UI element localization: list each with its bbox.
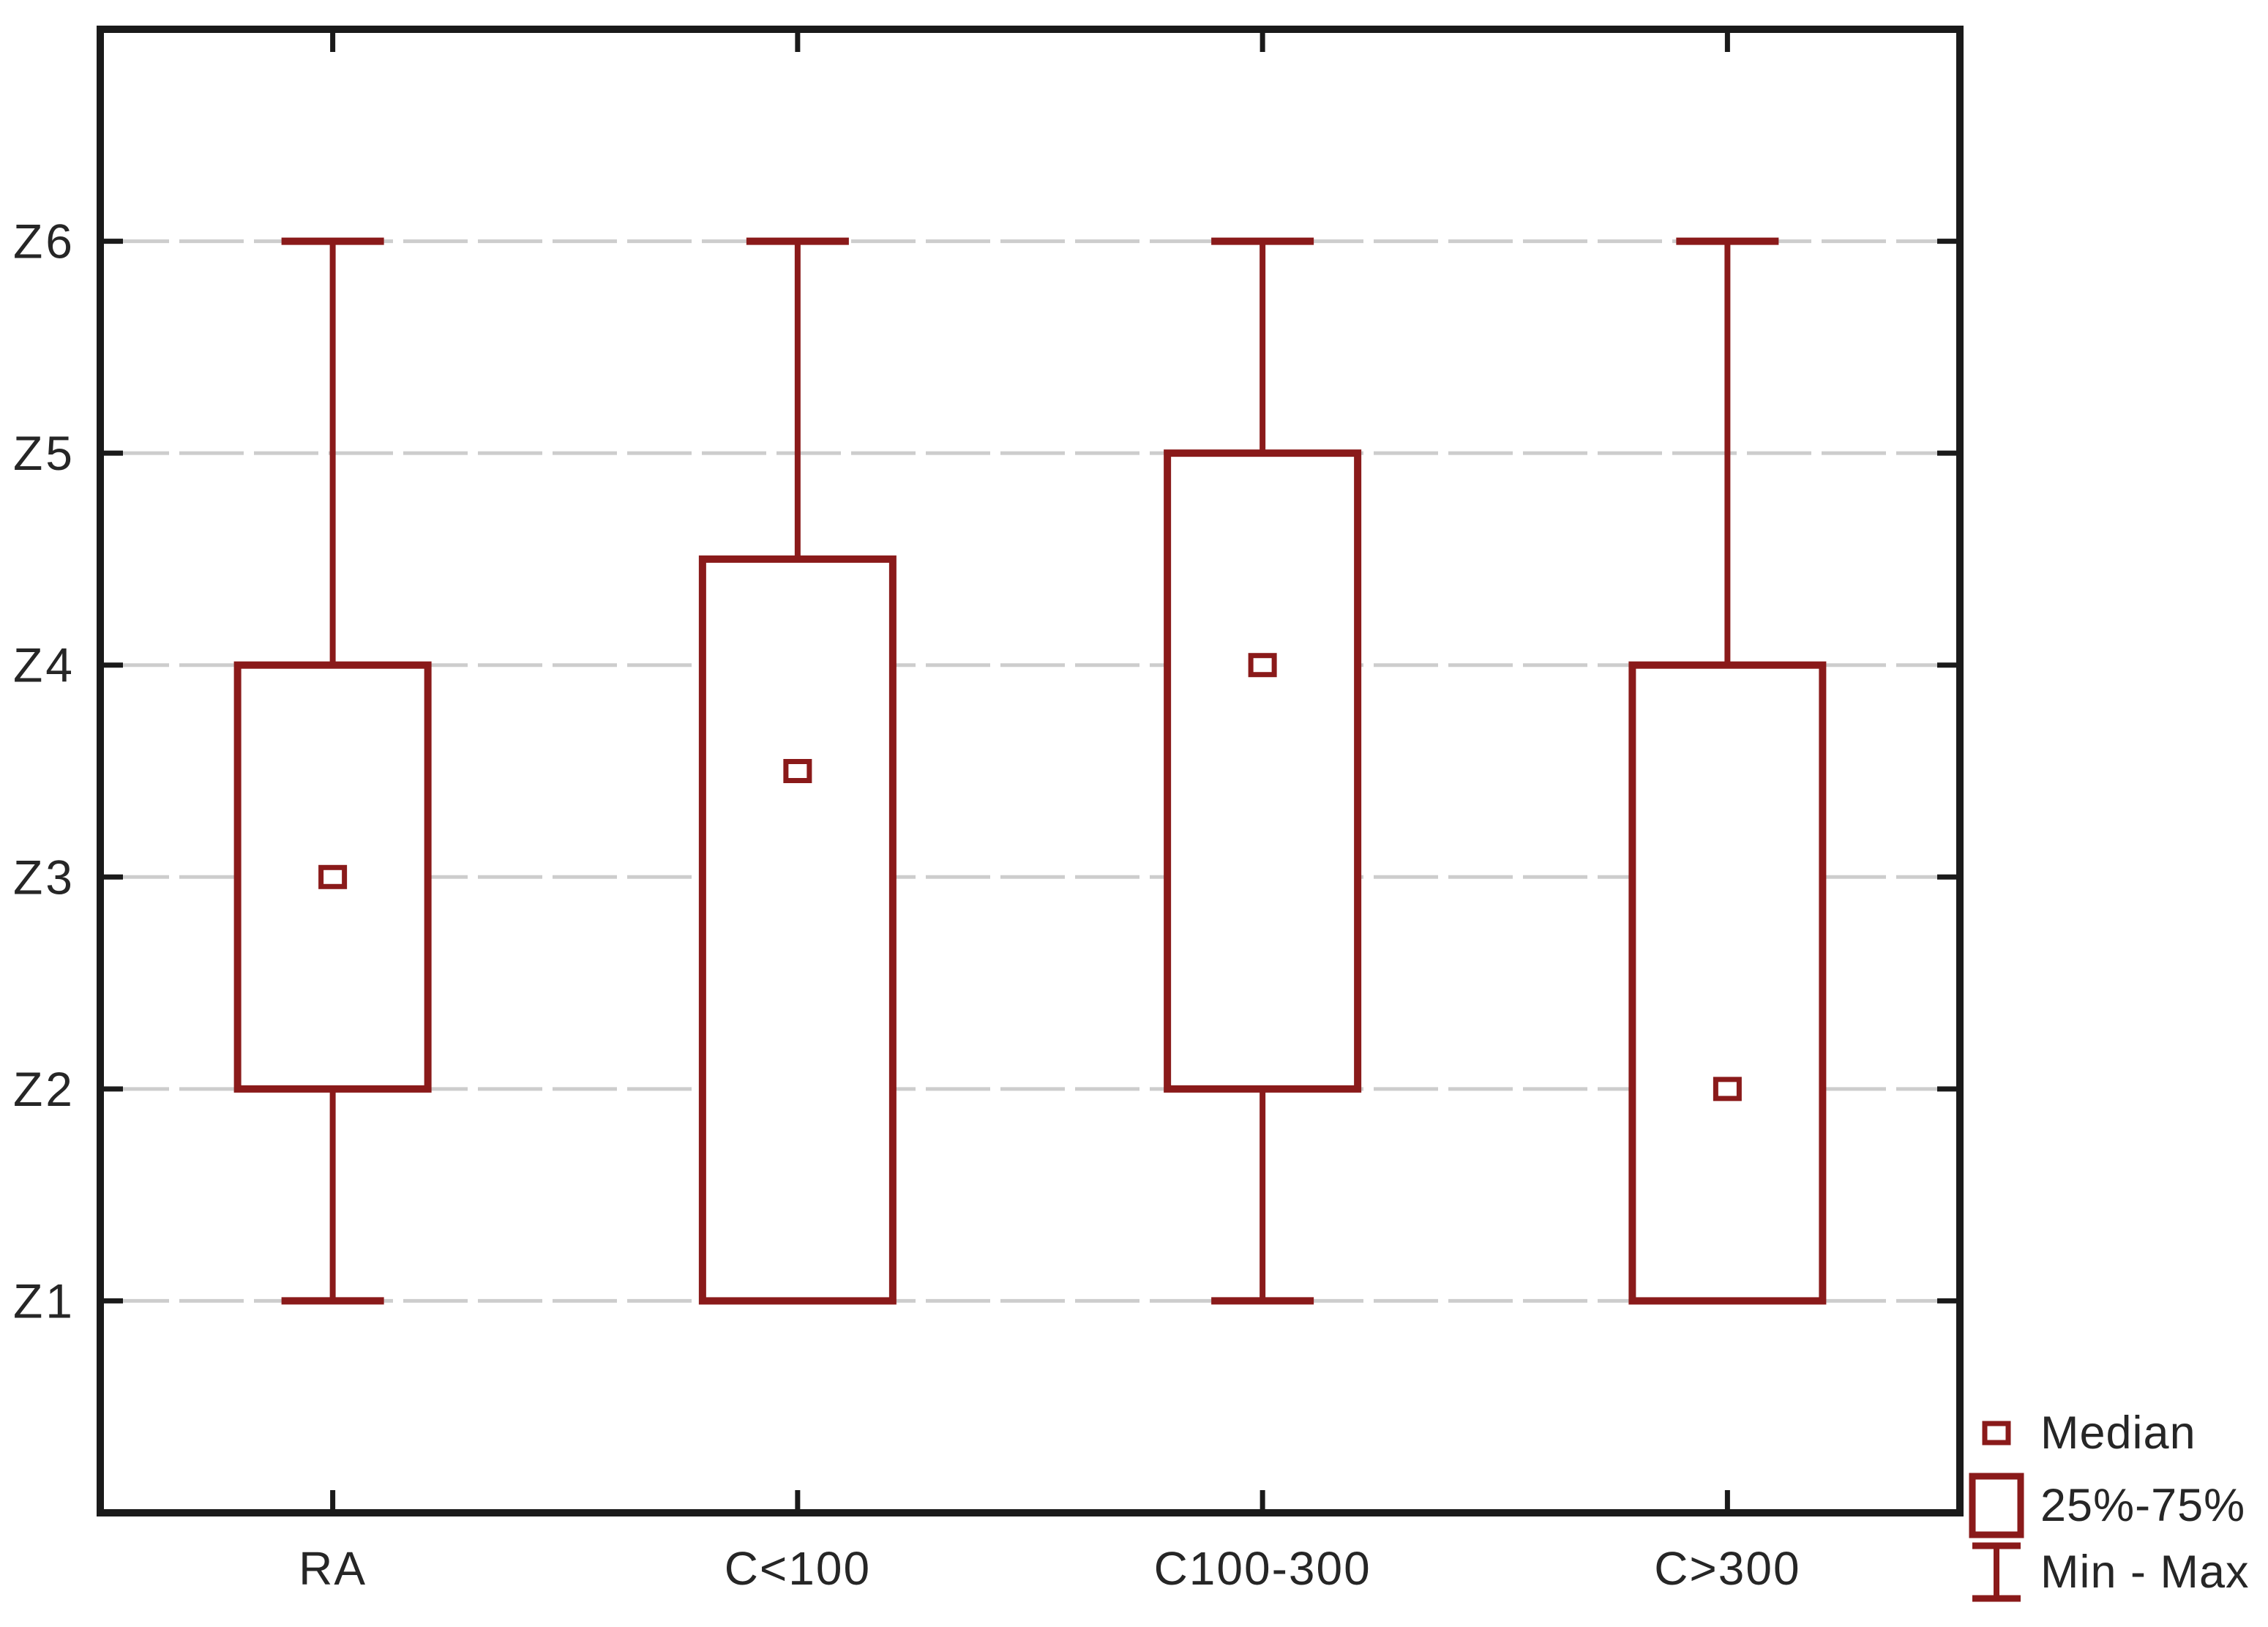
y-tick-label-Z1: Z1 <box>13 1273 75 1328</box>
x-tick-label-C<100: C<100 <box>725 1542 871 1595</box>
series-RA-median-marker <box>318 864 348 889</box>
legend-median-marker-icon <box>1982 1421 2011 1445</box>
legend-label-2: 25%-75% <box>2040 1480 2245 1531</box>
series-C100-300-median-marker <box>1248 653 1277 678</box>
y-tick-label-Z3: Z3 <box>13 850 75 904</box>
series-C>300-median-marker <box>1713 1077 1742 1102</box>
y-tick-label-Z2: Z2 <box>13 1062 75 1116</box>
x-tick-label-C100-300: C100-300 <box>1154 1542 1371 1595</box>
plot-border <box>97 26 1964 1516</box>
legend-iqr-box-icon <box>1969 1473 2024 1538</box>
series-C>300-iqr-box <box>1628 661 1827 1305</box>
y-tick-label-Z5: Z5 <box>13 426 75 480</box>
y-tick-label-Z4: Z4 <box>13 638 75 692</box>
legend-label-1: Median <box>2040 1407 2196 1459</box>
x-tick-label-RA: RA <box>299 1542 367 1595</box>
legend-label-3: Min - Max <box>2040 1546 2250 1598</box>
series-C<100-iqr-box <box>698 555 897 1305</box>
series-C100-300-iqr-box <box>1164 449 1362 1093</box>
x-tick-label-C>300: C>300 <box>1654 1542 1800 1595</box>
y-tick-label-Z6: Z6 <box>13 214 75 269</box>
series-C<100-median-marker <box>783 759 812 783</box>
